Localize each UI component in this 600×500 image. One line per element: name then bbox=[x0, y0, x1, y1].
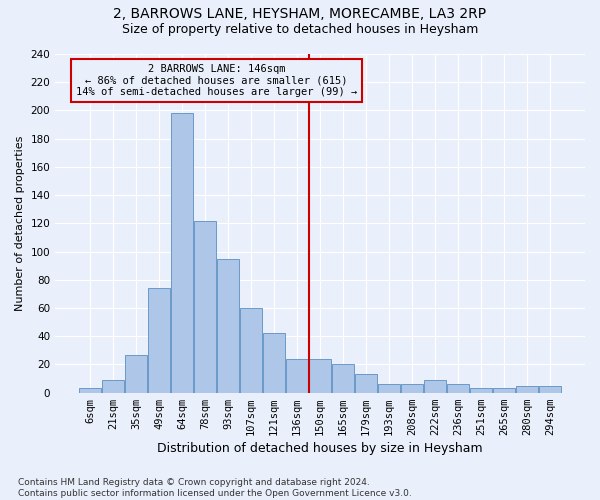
Bar bbox=[217, 258, 239, 392]
Bar bbox=[516, 386, 538, 392]
Text: 2 BARROWS LANE: 146sqm
← 86% of detached houses are smaller (615)
14% of semi-de: 2 BARROWS LANE: 146sqm ← 86% of detached… bbox=[76, 64, 357, 97]
Text: 2, BARROWS LANE, HEYSHAM, MORECAMBE, LA3 2RP: 2, BARROWS LANE, HEYSHAM, MORECAMBE, LA3… bbox=[113, 8, 487, 22]
Bar bbox=[102, 380, 124, 392]
Bar bbox=[378, 384, 400, 392]
Bar bbox=[355, 374, 377, 392]
Bar bbox=[309, 359, 331, 392]
Y-axis label: Number of detached properties: Number of detached properties bbox=[15, 136, 25, 311]
Bar bbox=[401, 384, 423, 392]
Bar bbox=[240, 308, 262, 392]
Bar bbox=[424, 380, 446, 392]
Bar bbox=[263, 334, 285, 392]
Bar bbox=[171, 114, 193, 392]
Text: Contains HM Land Registry data © Crown copyright and database right 2024.
Contai: Contains HM Land Registry data © Crown c… bbox=[18, 478, 412, 498]
Bar bbox=[493, 388, 515, 392]
Bar bbox=[79, 388, 101, 392]
Bar bbox=[125, 354, 147, 393]
Bar bbox=[470, 388, 492, 392]
Bar bbox=[447, 384, 469, 392]
Bar bbox=[332, 364, 354, 392]
Bar bbox=[539, 386, 561, 392]
Text: Size of property relative to detached houses in Heysham: Size of property relative to detached ho… bbox=[122, 22, 478, 36]
Bar bbox=[194, 220, 216, 392]
Bar bbox=[148, 288, 170, 393]
Bar bbox=[286, 359, 308, 392]
X-axis label: Distribution of detached houses by size in Heysham: Distribution of detached houses by size … bbox=[157, 442, 483, 455]
